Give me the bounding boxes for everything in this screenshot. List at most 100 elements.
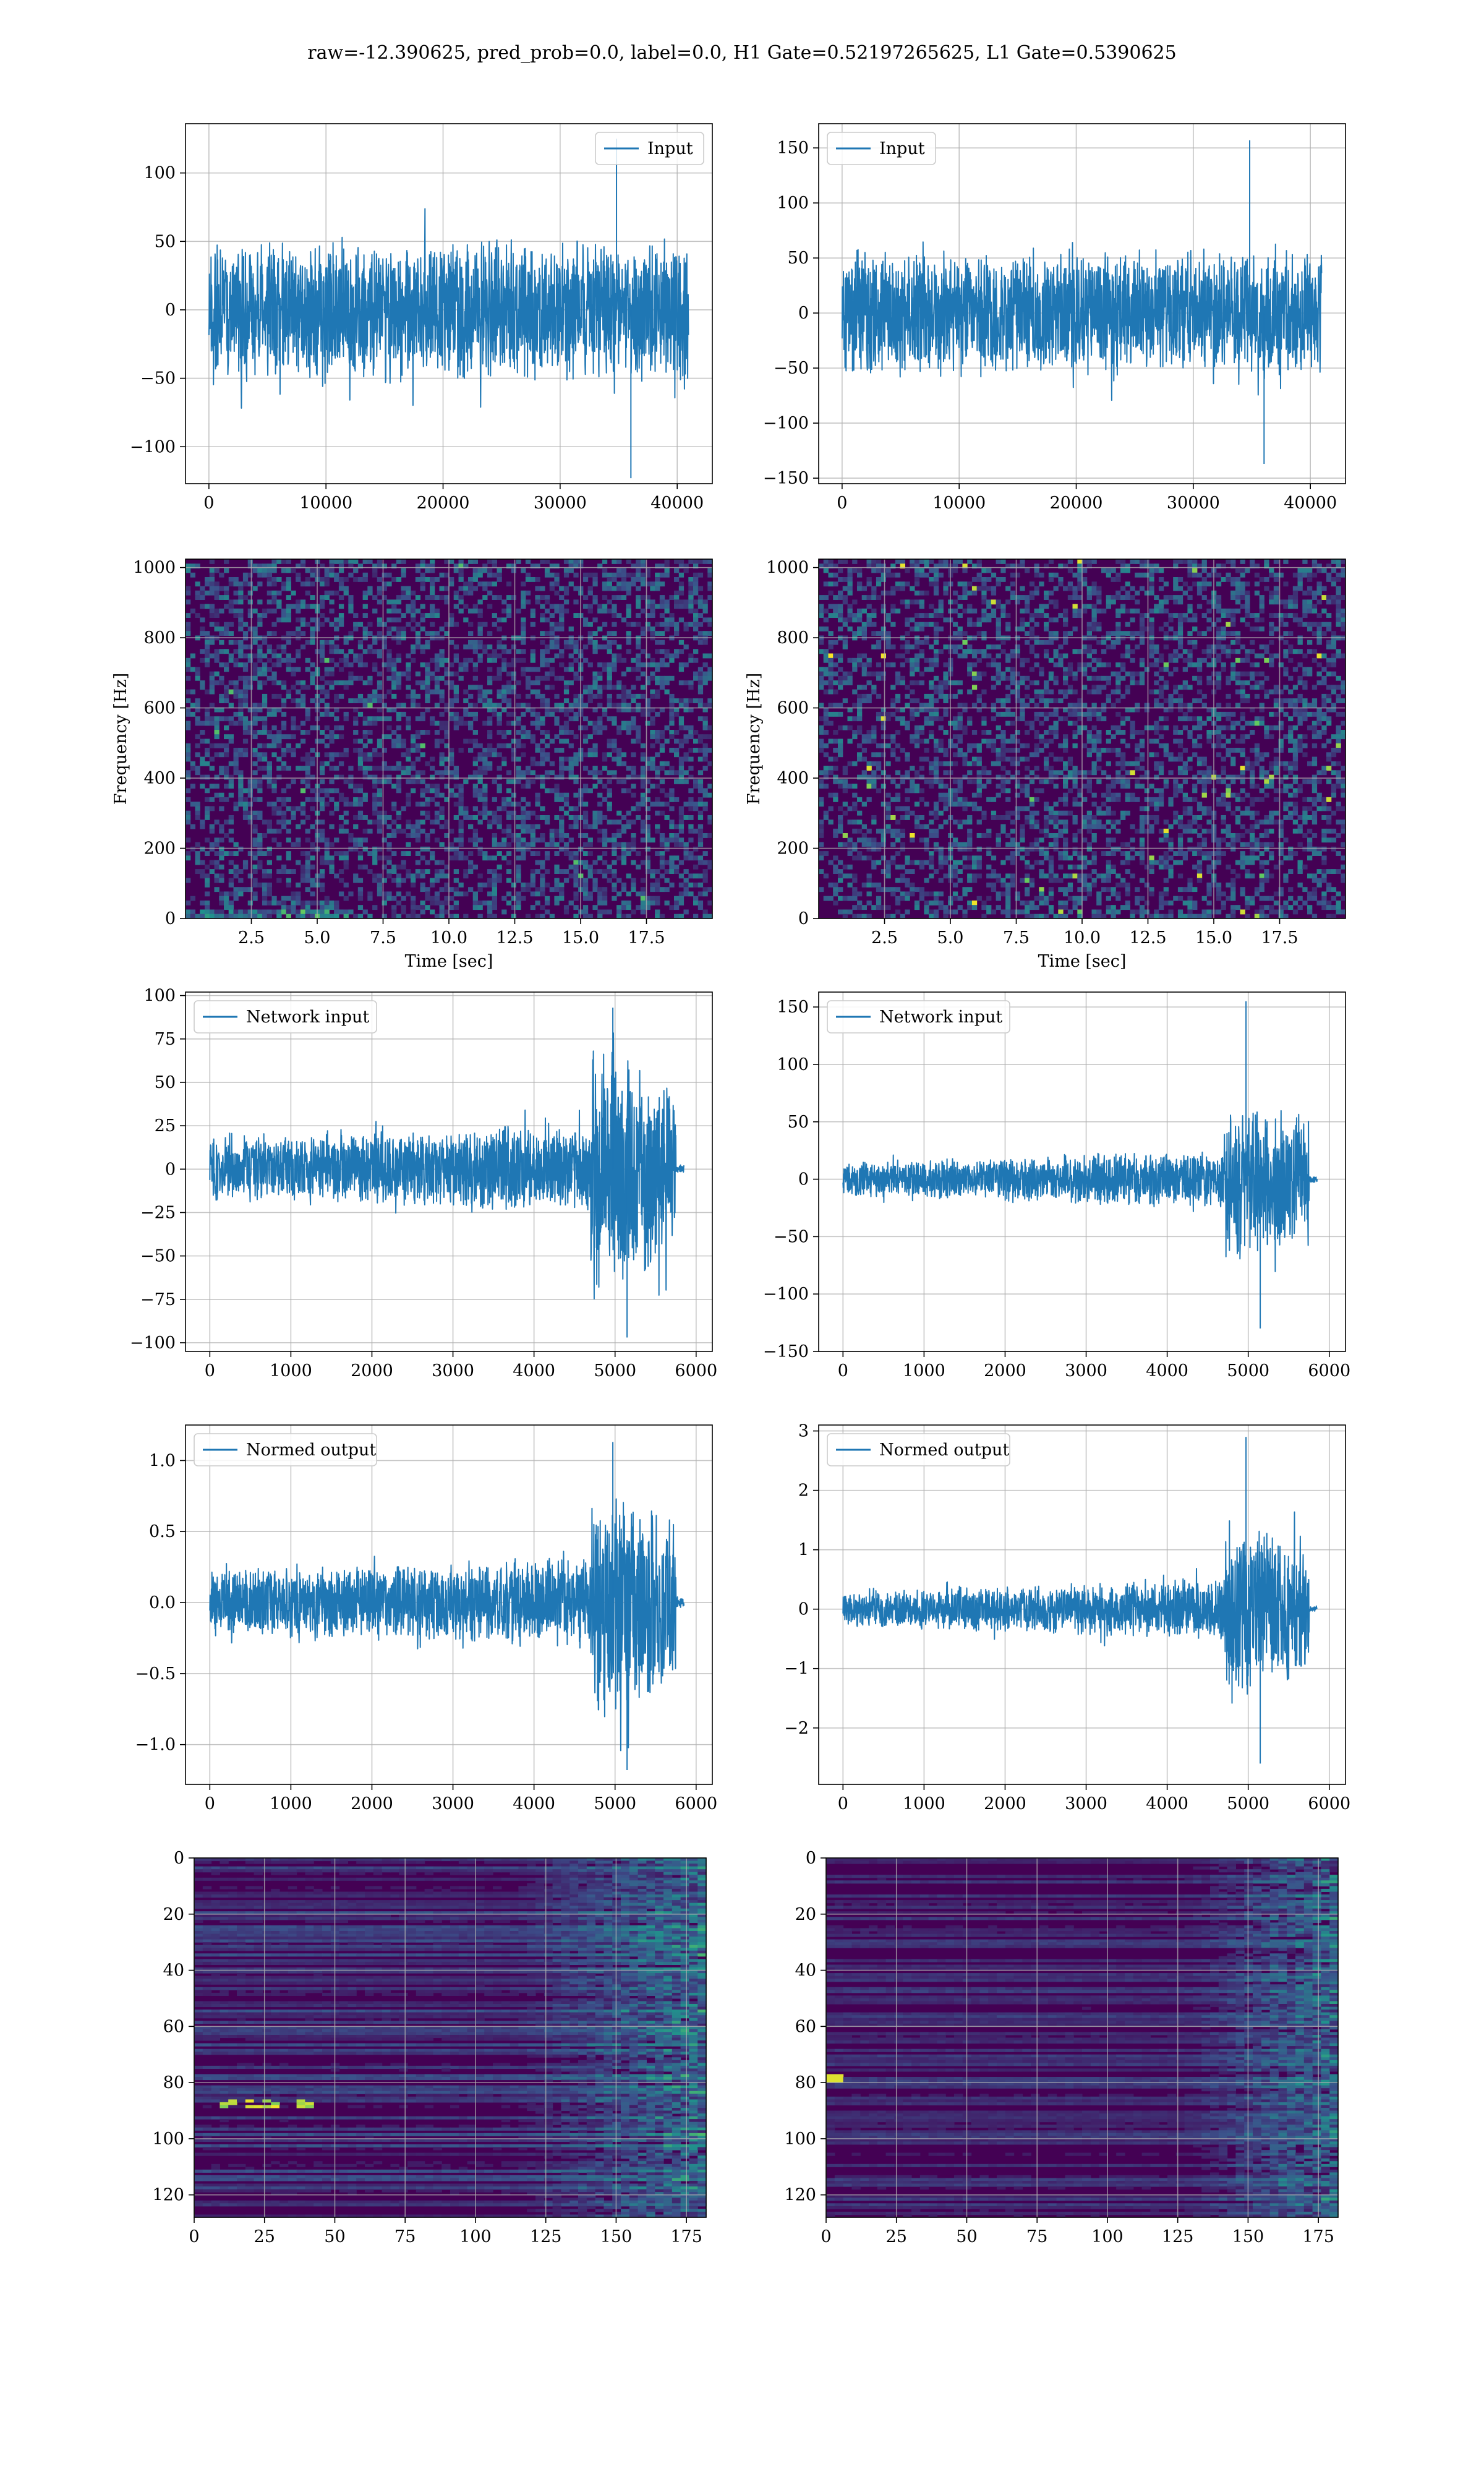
heatmap-cell <box>688 757 693 762</box>
heatmap-cell <box>459 802 464 807</box>
heatmap-cell <box>1005 627 1010 631</box>
heatmap-cell <box>186 743 190 748</box>
heatmap-cell <box>325 761 330 766</box>
heatmap-cell <box>344 820 349 824</box>
heatmap-cell <box>1230 622 1235 627</box>
heatmap-cell <box>1293 595 1298 600</box>
heatmap-cell <box>521 752 526 757</box>
heatmap-cell <box>497 851 502 856</box>
heatmap-cell <box>463 811 468 816</box>
heatmap-cell <box>848 609 853 614</box>
heatmap-cell <box>511 883 516 888</box>
heatmap-cell <box>473 891 478 896</box>
heatmap-cell <box>559 815 564 820</box>
heatmap-cell <box>238 770 243 775</box>
heatmap-cell <box>934 586 939 591</box>
heatmap-cell <box>205 644 210 649</box>
heatmap-cell <box>344 654 349 659</box>
heatmap-cell <box>1178 613 1183 618</box>
heatmap-cell <box>1087 649 1092 654</box>
heatmap-cell <box>234 806 239 811</box>
heatmap-cell <box>516 721 521 726</box>
heatmap-cell <box>554 609 559 614</box>
heatmap-cell <box>1216 644 1221 649</box>
heatmap-cell <box>506 662 511 667</box>
heatmap-cell <box>693 873 698 878</box>
heatmap-cell <box>281 865 286 870</box>
heatmap-cell <box>186 820 190 824</box>
heatmap-cell <box>372 878 377 883</box>
heatmap-cell <box>492 811 497 816</box>
heatmap-cell <box>545 820 550 824</box>
heatmap-cell <box>516 824 521 829</box>
heatmap-cell <box>1025 622 1030 627</box>
heatmap-cell <box>401 595 406 600</box>
heatmap-cell <box>1120 631 1125 636</box>
heatmap-cell <box>1274 654 1279 659</box>
y-tick-label: 150 <box>777 139 809 158</box>
heatmap-cell <box>325 726 330 730</box>
heatmap-cell <box>511 662 516 667</box>
heatmap-cell <box>411 658 416 663</box>
heatmap-cell <box>1274 627 1279 631</box>
heatmap-cell <box>1317 581 1322 586</box>
heatmap-cell <box>929 559 934 564</box>
heatmap-cell <box>655 784 660 789</box>
heatmap-cell <box>616 573 621 578</box>
heatmap-cell <box>688 654 693 659</box>
heatmap-cell <box>641 775 646 780</box>
heatmap-cell <box>286 577 291 582</box>
heatmap-cell <box>1087 627 1092 631</box>
heatmap-cell <box>516 703 521 708</box>
heatmap-cell <box>588 851 593 856</box>
heatmap-cell <box>363 662 368 667</box>
heatmap-cell <box>473 837 478 842</box>
heatmap-cell <box>616 730 621 735</box>
heatmap-cell <box>305 604 310 609</box>
heatmap-cell <box>205 878 210 883</box>
heatmap-cell <box>252 910 257 915</box>
heatmap-cell <box>521 806 526 811</box>
heatmap-cell <box>857 609 862 614</box>
heatmap-cell <box>377 797 382 802</box>
heatmap-cell <box>1240 591 1245 596</box>
heatmap-cell <box>1269 654 1274 659</box>
heatmap-cell <box>186 837 190 842</box>
heatmap-cell <box>406 851 411 856</box>
heatmap-cell <box>688 775 693 780</box>
heatmap-cell <box>325 788 330 793</box>
heatmap-cell <box>215 581 220 586</box>
heatmap-cell <box>401 752 406 757</box>
heatmap-cell <box>329 568 334 573</box>
heatmap-cell <box>497 775 502 780</box>
heatmap-cell <box>540 703 545 708</box>
heatmap-cell <box>291 910 296 915</box>
heatmap-cell <box>550 761 555 766</box>
heatmap-cell <box>320 829 325 834</box>
heatmap-cell <box>501 694 506 699</box>
heatmap-cell <box>511 748 516 753</box>
heatmap-cell <box>660 631 665 636</box>
heatmap-cell <box>583 811 588 816</box>
heatmap-cell <box>684 878 689 883</box>
heatmap-cell <box>698 855 703 860</box>
heatmap-cell <box>190 824 195 829</box>
heatmap-cell <box>195 734 200 739</box>
heatmap-cell <box>363 631 368 636</box>
heatmap-cell <box>953 559 958 564</box>
heatmap-cell <box>550 644 555 649</box>
heatmap-cell <box>545 730 550 735</box>
heatmap-cell <box>492 855 497 860</box>
heatmap-cell <box>430 901 435 905</box>
heatmap-cell <box>286 910 291 915</box>
heatmap-cell <box>238 891 243 896</box>
heatmap-cell <box>962 609 967 614</box>
heatmap-cell <box>1020 595 1025 600</box>
heatmap-cell <box>531 770 535 775</box>
heatmap-cell <box>454 815 459 820</box>
heatmap-cell <box>305 829 310 834</box>
heatmap-cell <box>252 712 257 717</box>
heatmap-cell <box>953 649 958 654</box>
heatmap-cell <box>478 609 483 614</box>
heatmap-cell <box>660 613 665 618</box>
